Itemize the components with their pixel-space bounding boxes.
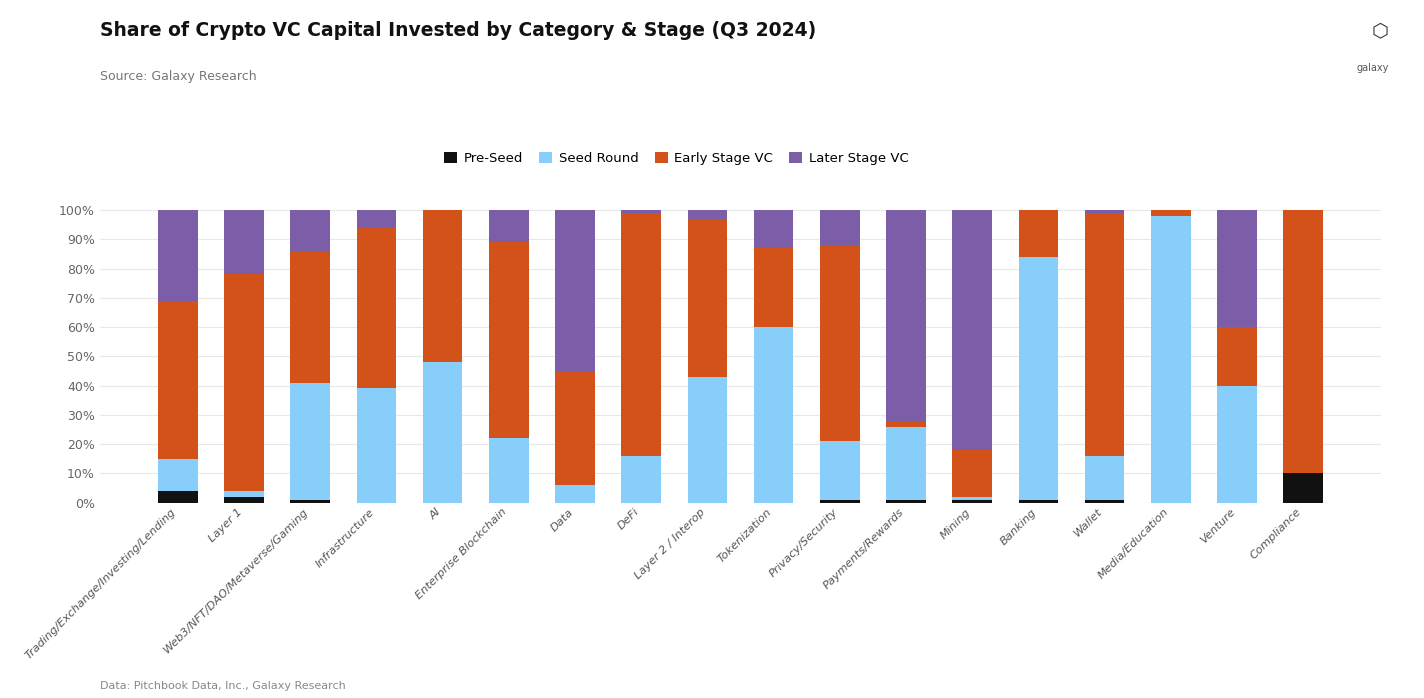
Bar	[820, 500, 860, 503]
Bar	[820, 441, 860, 500]
Bar	[1085, 213, 1125, 456]
Bar	[953, 500, 993, 503]
Bar	[290, 251, 330, 383]
Bar	[555, 210, 595, 371]
Text: Share of Crypto VC Capital Invested by Category & Stage (Q3 2024): Share of Crypto VC Capital Invested by C…	[100, 21, 816, 40]
Bar	[224, 210, 263, 274]
Legend: Pre-Seed, Seed Round, Early Stage VC, Later Stage VC: Pre-Seed, Seed Round, Early Stage VC, La…	[439, 147, 914, 170]
Text: galaxy: galaxy	[1356, 63, 1388, 73]
Bar	[753, 210, 793, 248]
Bar	[688, 377, 728, 503]
Bar	[886, 421, 926, 426]
Bar	[820, 245, 860, 441]
Bar	[886, 426, 926, 500]
Bar	[1018, 257, 1058, 500]
Bar	[1218, 385, 1257, 503]
Bar	[1283, 473, 1323, 503]
Bar	[1085, 456, 1125, 500]
Bar	[158, 459, 198, 491]
Bar	[621, 213, 661, 456]
Bar	[1151, 210, 1190, 216]
Bar	[555, 485, 595, 503]
Bar	[290, 383, 330, 500]
Bar	[356, 389, 396, 503]
Bar	[953, 450, 993, 497]
Bar	[688, 219, 728, 377]
Bar	[1018, 210, 1058, 257]
Bar	[886, 500, 926, 503]
Bar	[158, 491, 198, 503]
Bar	[488, 242, 528, 438]
Bar	[423, 210, 463, 362]
Bar	[621, 456, 661, 503]
Bar	[158, 210, 198, 301]
Bar	[488, 210, 528, 242]
Bar	[886, 210, 926, 421]
Bar	[1151, 216, 1190, 503]
Text: Source: Galaxy Research: Source: Galaxy Research	[100, 70, 256, 83]
Bar	[688, 210, 728, 219]
Bar	[224, 491, 263, 497]
Bar	[753, 327, 793, 503]
Bar	[621, 210, 661, 213]
Bar	[356, 210, 396, 228]
Bar	[1218, 327, 1257, 385]
Bar	[224, 497, 263, 503]
Bar	[953, 210, 993, 450]
Bar	[158, 301, 198, 459]
Bar	[555, 371, 595, 485]
Bar	[290, 500, 330, 503]
Bar	[1218, 210, 1257, 327]
Bar	[953, 497, 993, 500]
Text: ⬡: ⬡	[1371, 21, 1388, 40]
Bar	[1018, 500, 1058, 503]
Text: Data: Pitchbook Data, Inc., Galaxy Research: Data: Pitchbook Data, Inc., Galaxy Resea…	[100, 681, 346, 691]
Bar	[753, 248, 793, 327]
Bar	[423, 362, 463, 503]
Bar	[1283, 210, 1323, 473]
Bar	[290, 210, 330, 251]
Bar	[356, 228, 396, 389]
Bar	[820, 210, 860, 245]
Bar	[1085, 500, 1125, 503]
Bar	[224, 274, 263, 491]
Bar	[1085, 210, 1125, 213]
Bar	[488, 438, 528, 503]
